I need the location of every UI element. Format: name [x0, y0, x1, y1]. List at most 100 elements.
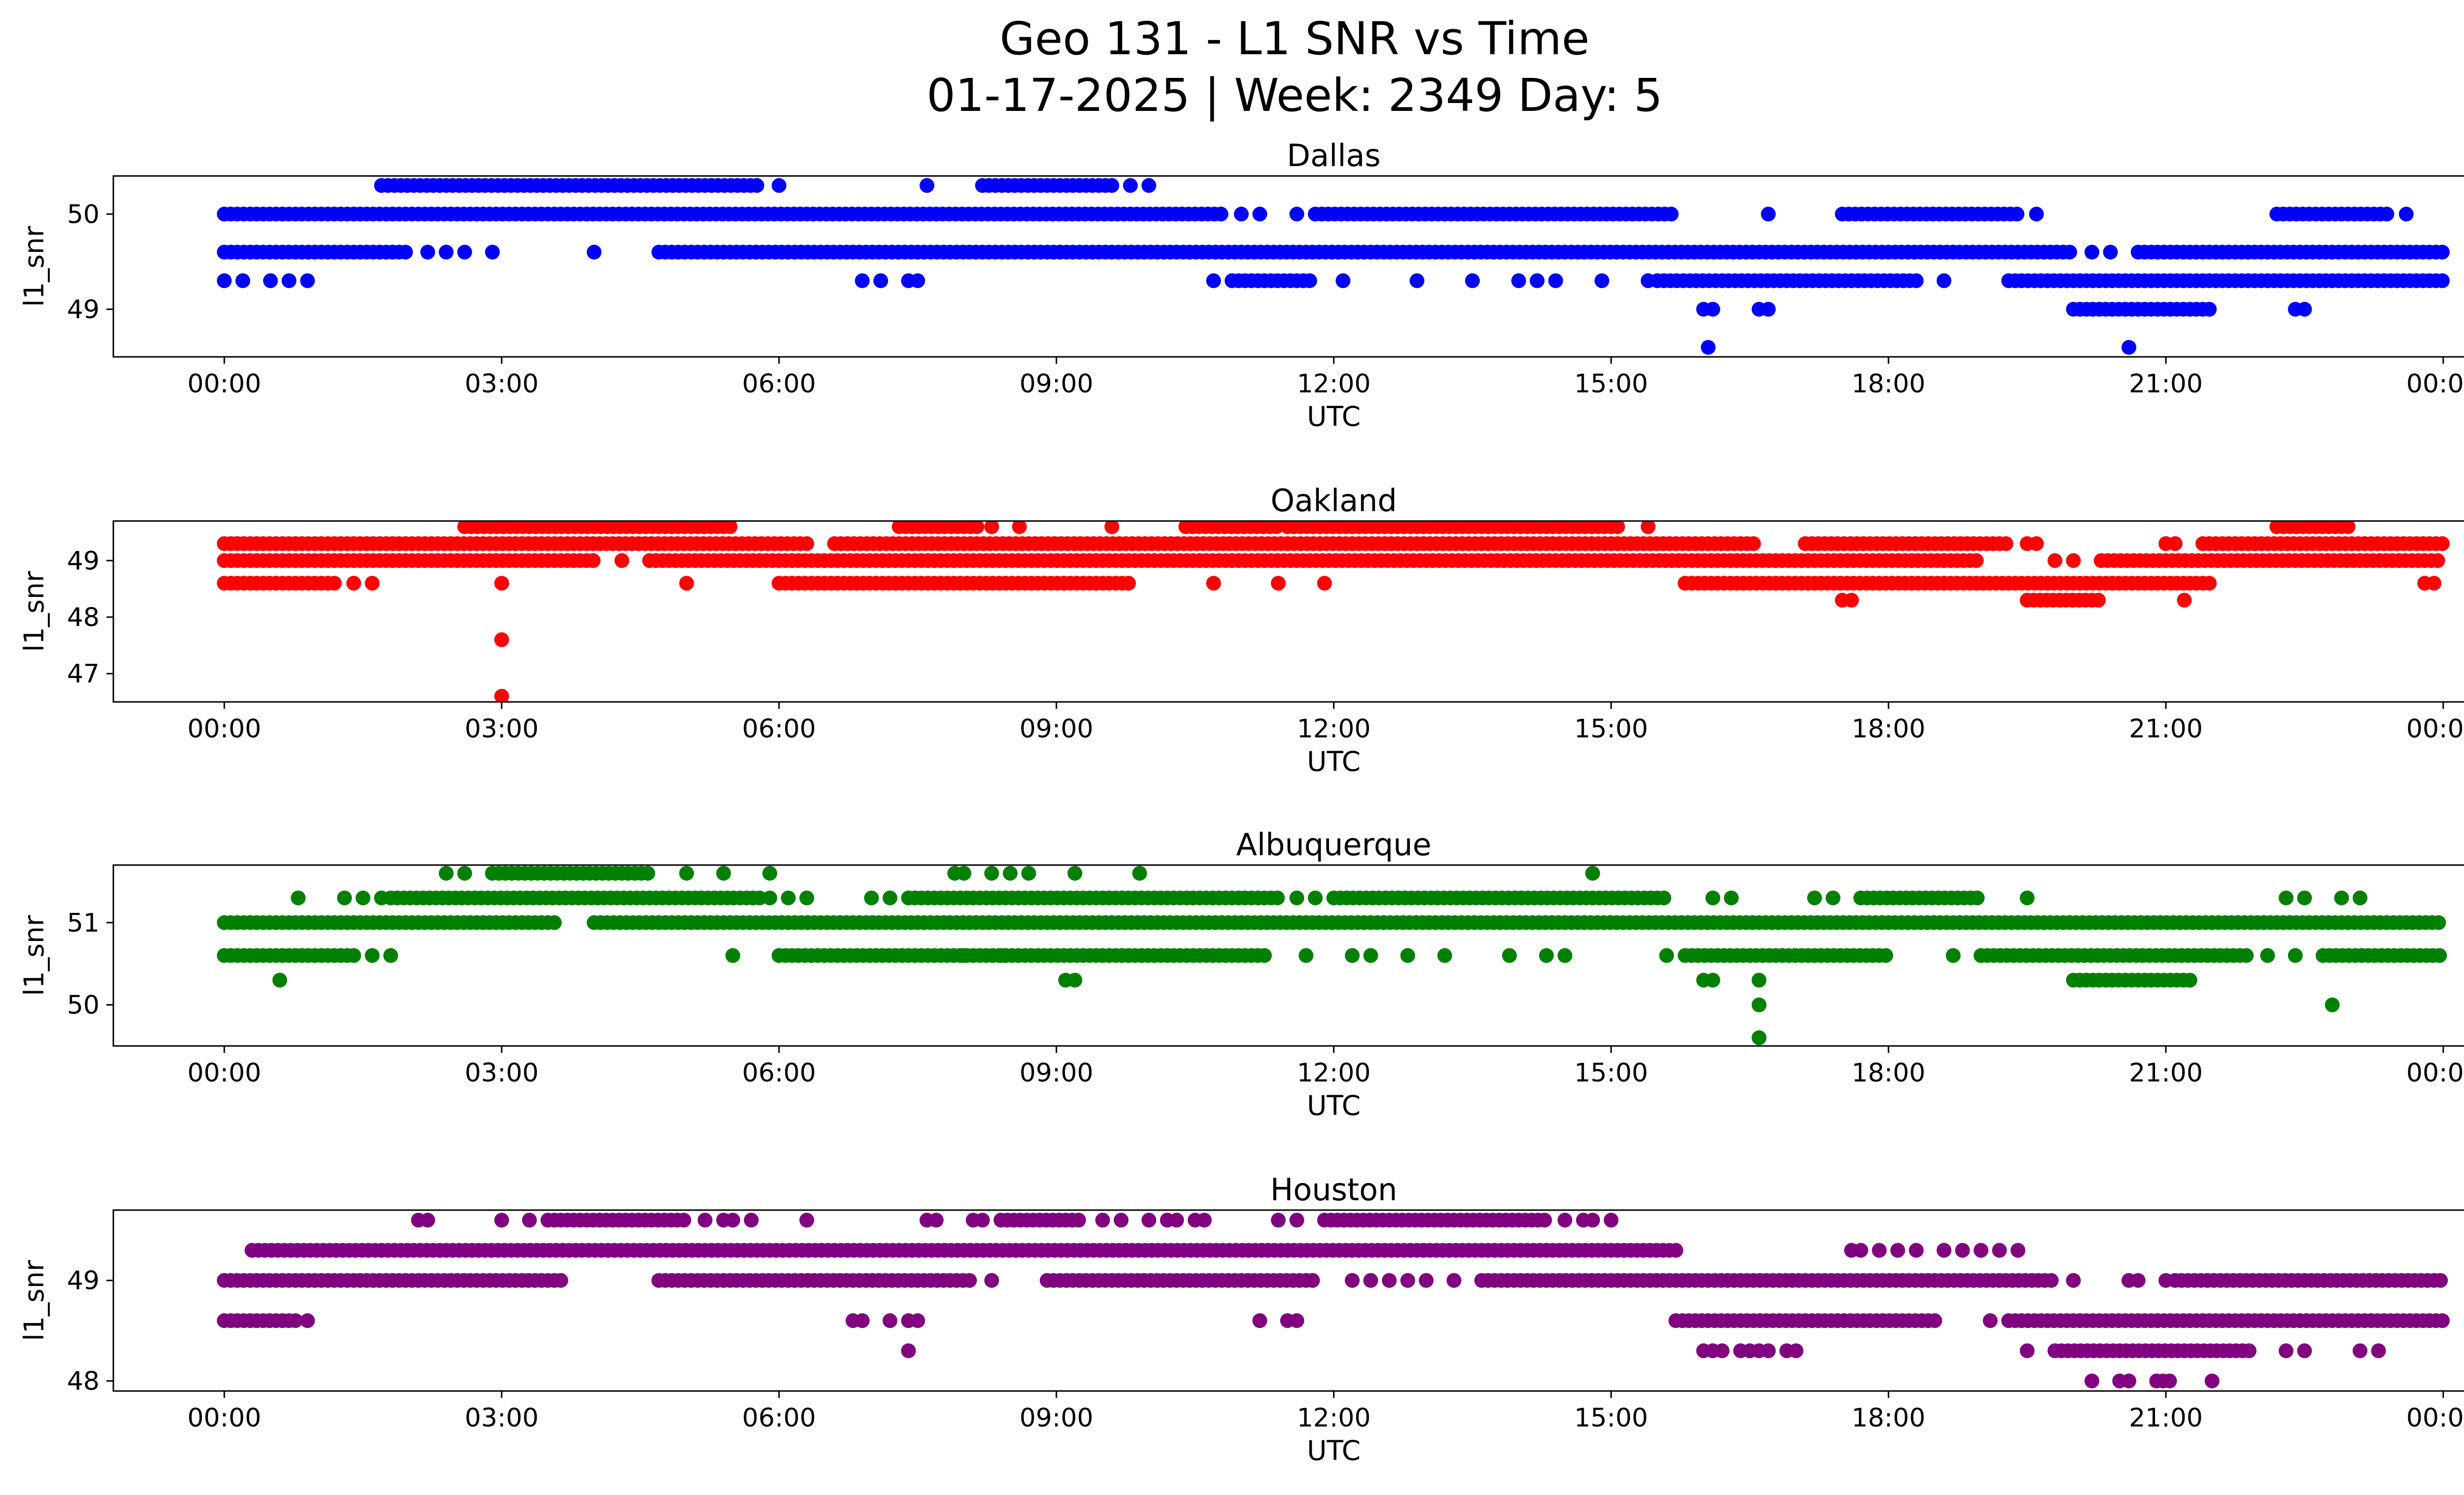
data-point [2431, 915, 2446, 930]
data-point [1233, 207, 1249, 222]
data-point [725, 1213, 740, 1228]
data-point [1363, 948, 1378, 963]
data-point [2204, 1373, 2220, 1389]
data-point [2435, 1313, 2450, 1328]
data-point [962, 1273, 977, 1288]
data-point [2177, 592, 2192, 608]
data-point [1878, 948, 1893, 963]
data-point [2435, 244, 2450, 260]
data-point [1955, 1243, 1970, 1258]
data-point [2278, 1343, 2293, 1358]
data-point [1853, 1243, 1868, 1258]
data-point [1269, 521, 1284, 534]
data-point [1936, 1243, 1951, 1258]
data-point [1604, 1213, 1619, 1228]
data-point [494, 576, 509, 591]
data-point [1289, 1313, 1304, 1328]
data-point [1788, 1343, 1804, 1358]
data-point [2288, 948, 2303, 963]
x-tick-label: 06:00 [742, 369, 816, 399]
data-point [1289, 890, 1304, 905]
data-point [1206, 576, 1221, 591]
data-point [291, 890, 306, 905]
data-point [1909, 273, 1924, 288]
data-point [1121, 576, 1136, 591]
data-point [679, 576, 694, 591]
data-point [1419, 1273, 1434, 1288]
chart-houston-axes: Houston 00:00 03:00 06:00 09:00 12:00 15:00 18:… [18, 1172, 2464, 1466]
data-point [1946, 948, 1961, 963]
y-tick-label: 50 [67, 991, 100, 1020]
chart-albuquerque-ylabel: l1_snr [18, 915, 50, 996]
data-point [2010, 207, 2024, 222]
figure-title-line2: 01-17-2025 | Week: 2349 Day: 5 [926, 69, 1663, 122]
x-tick-label: 00:00 [2406, 1058, 2464, 1088]
data-point [2371, 1343, 2386, 1358]
data-point [337, 890, 352, 905]
data-point [2103, 244, 2118, 260]
data-point [346, 948, 361, 963]
data-point [1927, 1313, 1942, 1328]
data-point [1511, 273, 1526, 288]
data-point [2297, 302, 2312, 317]
x-tick-label: 03:00 [465, 1403, 539, 1433]
data-point [1270, 890, 1285, 905]
data-point [300, 273, 315, 288]
data-point [2260, 948, 2275, 963]
data-point [1751, 1030, 1767, 1045]
data-point [2066, 553, 2081, 568]
data-point [586, 244, 602, 260]
x-tick-label: 21:00 [2129, 1403, 2203, 1433]
data-point [1400, 948, 1415, 963]
data-point [1705, 973, 1720, 988]
chart-oakland-axes: Oakland 00:00 03:00 06:00 09:00 12:00 15:00 18:… [18, 483, 2464, 777]
x-tick-label: 06:00 [742, 714, 816, 744]
data-point [1363, 1273, 1378, 1288]
data-point [2130, 1273, 2146, 1288]
chart-oakland-xlabel: UTC [1307, 746, 1361, 777]
data-point [1382, 1273, 1397, 1288]
data-point [1446, 1273, 1462, 1288]
data-point [1012, 521, 1027, 534]
chart-dallas-title: Dallas [1287, 138, 1380, 174]
data-point [439, 866, 454, 881]
chart-albuquerque-title: Albuquerque [1236, 827, 1431, 863]
x-tick-label: 09:00 [1020, 714, 1094, 744]
data-point [1701, 340, 1716, 355]
data-point [1872, 1243, 1887, 1258]
data-point [235, 273, 250, 288]
data-point [420, 244, 435, 260]
data-point [1141, 178, 1157, 193]
x-tick-label: 03:00 [465, 1058, 539, 1088]
data-point [2044, 1273, 2059, 1288]
data-point [1807, 890, 1822, 905]
data-point [873, 273, 889, 288]
subplots: Dallas 00:00 03:00 06:00 09:00 12:00 15:00 18:0… [18, 138, 2464, 1466]
data-point [2122, 1373, 2136, 1389]
data-point [1664, 207, 1679, 222]
data-point [1104, 521, 1120, 534]
data-point [697, 1213, 713, 1228]
x-tick-label: 00:00 [187, 714, 261, 744]
data-point [1252, 1313, 1267, 1328]
data-point [1335, 273, 1351, 288]
data-point [263, 273, 278, 288]
data-point [420, 1213, 435, 1228]
data-point [1825, 890, 1841, 905]
data-point [2241, 1343, 2257, 1358]
data-point [485, 244, 500, 260]
y-tick-label: 49 [67, 295, 100, 324]
data-point [2202, 302, 2217, 317]
data-point [494, 1213, 509, 1228]
data-point [2435, 273, 2450, 288]
data-point [1141, 1213, 1157, 1228]
data-point [1206, 273, 1221, 288]
data-point [676, 1213, 691, 1228]
data-point [1400, 1273, 1415, 1288]
data-point [855, 1313, 870, 1328]
y-tick-label: 49 [67, 546, 100, 576]
data-point [1659, 948, 1674, 963]
x-tick-label: 00:00 [187, 369, 261, 399]
data-point [1317, 576, 1332, 591]
